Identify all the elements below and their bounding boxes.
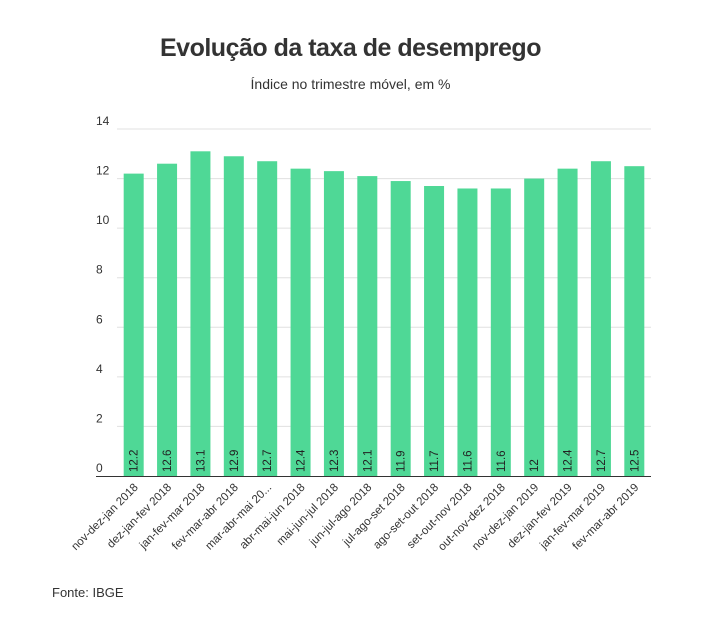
bar-value-label: 12.6	[162, 450, 174, 472]
bar	[590, 161, 611, 476]
y-tick-label: 0	[96, 461, 103, 475]
bar	[624, 166, 645, 476]
bar	[323, 171, 344, 476]
bar	[357, 176, 378, 477]
bar	[290, 168, 311, 476]
bar	[190, 151, 211, 477]
bar-value-label: 11.7	[429, 450, 441, 472]
chart-title: Evolução da taxa de desemprego	[160, 34, 541, 62]
bar	[490, 188, 511, 476]
value-labels: 12.2 12.6 13.1 12.9 12.7 12.4 12.3 12.1 11.9 11.7…	[129, 449, 642, 472]
bar-value-label: 12.3	[329, 450, 341, 472]
bar-value-label: 12.4	[296, 449, 308, 472]
y-tick-label: 2	[96, 411, 103, 425]
bar-value-label: 12.7	[262, 450, 274, 472]
bar-chart: 0 2 4 6 8 10 12 14 12.2 12.6 13.1 12.9 12.7 12.4 12.3…	[69, 114, 651, 554]
y-axis-ticks: 0 2 4 6 8 10 12 14	[96, 114, 110, 475]
bar	[424, 186, 445, 476]
y-tick-label: 8	[96, 263, 103, 277]
bar-value-label: 11.6	[462, 450, 474, 472]
bar	[223, 156, 244, 476]
bar-value-label: 12.2	[129, 450, 141, 472]
bar-value-label: 12.7	[596, 450, 608, 472]
bar	[524, 178, 545, 477]
bar-value-label: 13.1	[195, 450, 207, 472]
bar	[457, 188, 478, 476]
y-tick-label: 14	[96, 114, 110, 128]
bar	[257, 161, 278, 476]
bar-value-label: 12	[529, 459, 541, 472]
bar	[157, 163, 178, 476]
bar	[123, 173, 144, 476]
bar-value-label: 12.5	[629, 450, 641, 472]
y-tick-label: 10	[96, 213, 110, 227]
chart-subtitle: Índice no trimestre móvel, em %	[250, 76, 451, 92]
x-tick-label: fev-mar-abr 2019	[571, 482, 642, 553]
y-tick-label: 4	[96, 362, 103, 376]
bars	[123, 151, 645, 477]
source-note: Fonte: IBGE	[52, 585, 124, 600]
bar-value-label: 12.9	[229, 450, 241, 472]
bar	[390, 181, 411, 477]
bar-value-label: 11.6	[496, 450, 508, 472]
y-tick-label: 6	[96, 312, 103, 326]
y-tick-label: 12	[96, 164, 110, 178]
bar-value-label: 12.1	[362, 450, 374, 472]
bar-value-label: 12.4	[563, 449, 575, 472]
bar	[557, 168, 578, 476]
bar-value-label: 11.9	[396, 450, 408, 472]
x-tick-label: mai-jun-jul 2018	[275, 482, 341, 548]
